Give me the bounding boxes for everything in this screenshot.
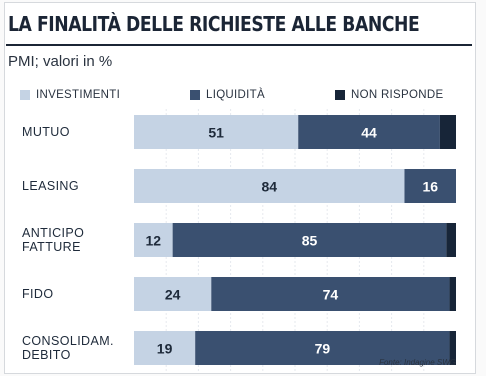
bar-liquidit-: [404, 169, 456, 203]
data-label: 84: [261, 179, 277, 195]
legend-label-liquidita: LIQUIDITÀ: [206, 89, 265, 101]
chart-subtitle: PMI; valori in %: [8, 53, 113, 70]
chart-legend: INVESTIMENTI LIQUIDITÀ NON RISPONDE: [20, 89, 460, 105]
category-label: LEASING: [22, 179, 79, 193]
source-note: Fonte: Indagine SWG: [379, 358, 456, 367]
title-divider: [6, 44, 472, 46]
bar-investimenti: [134, 169, 405, 203]
bar-investimenti: [134, 223, 173, 257]
data-label: 79: [315, 341, 331, 357]
category-label: MUTUO: [22, 125, 70, 139]
legend-swatch-investimenti: [20, 90, 30, 100]
data-label: 19: [157, 341, 173, 357]
category-label: CONSOLIDAM. DEBITO: [22, 334, 114, 362]
data-label: 44: [361, 125, 377, 141]
bar-investimenti: [134, 115, 299, 149]
legend-label-non-risponde: NON RISPONDE: [351, 89, 444, 101]
chart-title: LA FINALITÀ DELLE RICHIESTE ALLE BANCHE: [8, 12, 420, 36]
bar-liquidit-: [298, 115, 440, 149]
bar-liquidit-: [211, 277, 450, 311]
bar-non-risponde: [446, 223, 456, 257]
bar-investimenti: [134, 331, 196, 365]
data-label: 85: [302, 233, 318, 249]
legend-label-investimenti: INVESTIMENTI: [36, 89, 121, 101]
legend-item-investimenti: INVESTIMENTI: [20, 89, 120, 101]
bar-non-risponde: [449, 331, 456, 365]
data-label: 51: [208, 125, 224, 141]
bar-non-risponde: [439, 115, 456, 149]
legend-swatch-liquidita: [190, 90, 200, 100]
bar-liquidit-: [172, 223, 447, 257]
legend-swatch-non-risponde: [335, 90, 345, 100]
data-label: 24: [165, 287, 181, 303]
legend-item-non-risponde: NON RISPONDE: [335, 89, 443, 101]
bar-non-risponde: [449, 277, 456, 311]
data-label: 74: [323, 287, 339, 303]
category-label: FIDO: [22, 287, 53, 301]
category-label: ANTICIPO FATTURE: [22, 226, 84, 254]
bar-liquidit-: [195, 331, 450, 365]
data-label: 12: [146, 233, 162, 249]
data-label: 16: [422, 179, 438, 195]
bar-investimenti: [134, 277, 212, 311]
legend-item-liquidita: LIQUIDITÀ: [190, 89, 265, 101]
